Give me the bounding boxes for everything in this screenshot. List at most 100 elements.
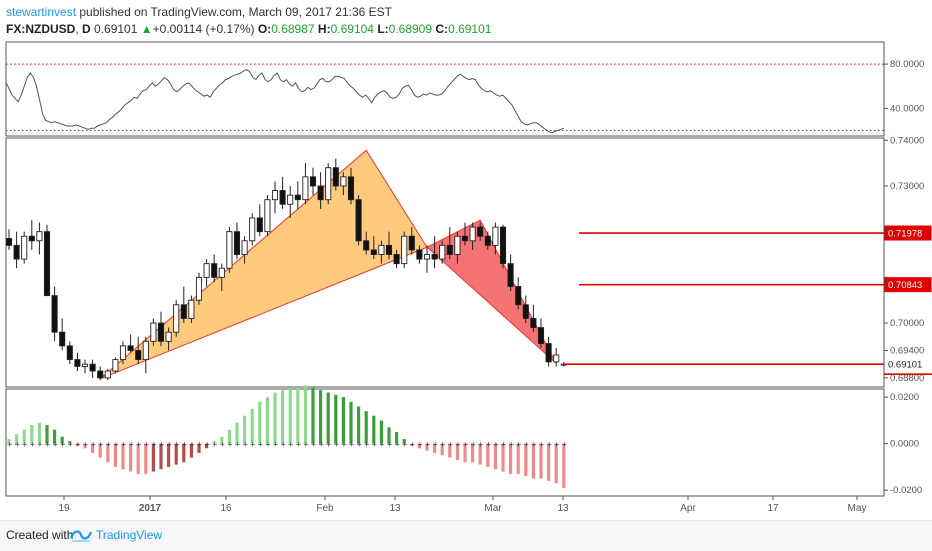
candle-body[interactable] (454, 235, 461, 255)
candle-body[interactable] (370, 249, 377, 255)
candle-body[interactable] (173, 304, 180, 333)
candle-body[interactable] (439, 244, 446, 260)
histogram-zero-marker: + (508, 441, 514, 449)
candle-body[interactable] (469, 226, 476, 242)
candle-body[interactable] (271, 190, 279, 201)
candle-body[interactable] (537, 327, 545, 345)
footer-bar: Created with TradingView (0, 520, 932, 551)
candle-body[interactable] (553, 354, 560, 363)
candle-body[interactable] (385, 244, 393, 255)
histogram-bar (22, 429, 26, 444)
candle-body[interactable] (355, 199, 362, 242)
candle-body[interactable] (195, 276, 203, 301)
candle-body[interactable] (340, 176, 347, 187)
candle-body[interactable] (157, 322, 165, 342)
candle-body[interactable] (279, 190, 286, 205)
candle-body[interactable] (43, 231, 51, 297)
candle-body[interactable] (74, 359, 81, 367)
candle-body[interactable] (363, 240, 370, 251)
tradingview-brand-link[interactable]: TradingView (96, 528, 163, 542)
histogram-bar (341, 397, 345, 444)
candle-body[interactable] (287, 194, 294, 205)
candle-body[interactable] (165, 331, 172, 342)
histogram-zero-marker: + (227, 441, 233, 449)
candle-body[interactable] (112, 359, 119, 372)
candle-body[interactable] (507, 263, 514, 287)
candle-body[interactable] (477, 226, 484, 237)
candle-body[interactable] (97, 370, 104, 379)
candle-body[interactable] (416, 249, 423, 260)
candle-body[interactable] (211, 263, 218, 278)
candle-body[interactable] (241, 240, 248, 255)
candle-body[interactable] (332, 167, 339, 187)
candle-body[interactable] (294, 194, 301, 201)
histogram-zero-marker: + (113, 441, 119, 449)
oscillator-tick-label: 80.0000 (890, 59, 924, 70)
candle-body[interactable] (325, 167, 332, 201)
harmonic-pattern-triangle[interactable] (99, 149, 428, 380)
candle-body[interactable] (150, 322, 157, 342)
price-pane[interactable] (5, 137, 885, 388)
candle-body[interactable] (226, 231, 233, 269)
candle-body[interactable] (431, 254, 438, 260)
histogram-bar (417, 443, 421, 449)
candle-body[interactable] (522, 304, 529, 319)
candle-body[interactable] (256, 217, 263, 233)
candle-body[interactable] (530, 318, 537, 329)
candle-body[interactable] (28, 235, 35, 242)
candle-body[interactable] (13, 244, 20, 260)
histogram-bar (151, 443, 155, 472)
harmonic-pattern-triangle[interactable] (426, 219, 557, 364)
candle-body[interactable] (499, 226, 507, 265)
candle-body[interactable] (484, 235, 491, 246)
candle-body[interactable] (302, 176, 309, 201)
oscillator-pane[interactable] (5, 41, 885, 137)
candle-body[interactable] (347, 176, 355, 201)
candle-body[interactable] (249, 217, 256, 242)
candle-body[interactable] (180, 304, 187, 319)
candle-body[interactable] (142, 340, 149, 361)
candle-body[interactable] (36, 231, 43, 242)
candle-body[interactable] (233, 231, 241, 255)
candle-body[interactable] (378, 244, 385, 255)
candle-body[interactable] (135, 349, 142, 361)
candle-body[interactable] (515, 286, 522, 306)
time-tick-label: Mar (484, 503, 502, 514)
candle-body[interactable] (21, 235, 28, 260)
candle-body[interactable] (51, 295, 58, 333)
candle-body[interactable] (461, 235, 469, 242)
interval-label: D (82, 22, 91, 36)
candle-body[interactable] (5, 238, 13, 246)
candle-body[interactable] (119, 345, 127, 361)
candle-body[interactable] (401, 235, 408, 265)
candle-body[interactable] (218, 267, 225, 278)
candle-body[interactable] (317, 185, 324, 201)
candle-body[interactable] (127, 345, 134, 351)
candle-body[interactable] (188, 299, 195, 319)
candle-body[interactable] (104, 370, 111, 379)
low-label: L: (377, 22, 389, 36)
histogram-tick-label: -0.0200 (890, 485, 922, 496)
candle-body[interactable] (545, 343, 552, 363)
time-tick-label: 17 (767, 503, 779, 514)
candle-body[interactable] (492, 226, 499, 246)
candle-body[interactable] (408, 235, 415, 251)
candle-body[interactable] (66, 345, 73, 361)
candle-body[interactable] (393, 254, 400, 265)
histogram-zero-marker: + (60, 441, 66, 449)
histogram-zero-marker: + (265, 441, 271, 449)
chart-canvas[interactable]: 80.0000 40.0000 0.71978 0.70843 0.69101 0.740… (0, 0, 932, 520)
candle-body[interactable] (264, 199, 271, 233)
candle-body[interactable] (423, 254, 431, 260)
symbol-name[interactable]: FX:NZDUSD (6, 22, 76, 36)
candle-body[interactable] (81, 363, 89, 367)
candle-body[interactable] (89, 363, 96, 372)
price-tick-label: 0.69400 (890, 345, 924, 356)
histogram-zero-marker: + (539, 441, 545, 449)
candle-body[interactable] (309, 176, 317, 187)
candle-body[interactable] (59, 331, 66, 347)
candle-body[interactable] (203, 263, 210, 278)
histogram-bar (53, 429, 57, 444)
author-link[interactable]: stewartinvest (6, 5, 77, 19)
candle-body[interactable] (446, 244, 453, 255)
